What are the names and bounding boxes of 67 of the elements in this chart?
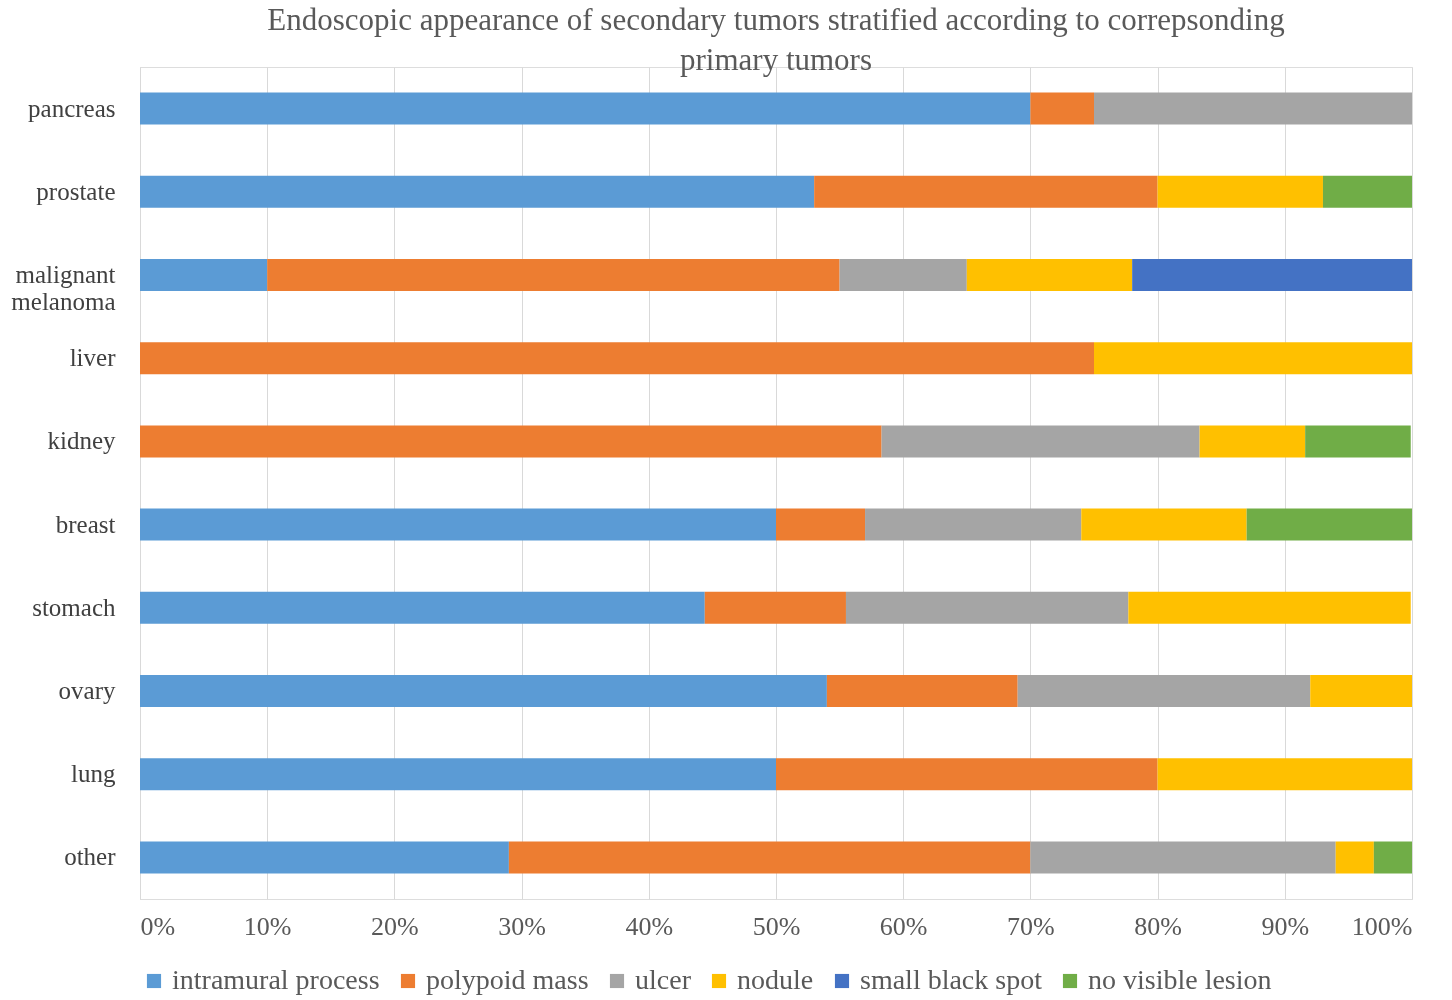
bar (140, 758, 776, 791)
bar (1157, 175, 1323, 208)
x-tick-label: 20% (371, 911, 419, 941)
bar (1094, 92, 1412, 125)
bar (140, 841, 509, 874)
legend-label: intramural process (172, 964, 380, 995)
bar (704, 591, 846, 624)
bar (845, 591, 1129, 624)
bar (814, 175, 1158, 208)
x-tick-label: 90% (1261, 911, 1310, 941)
bar (776, 508, 866, 541)
x-tick-label: 10% (243, 911, 292, 941)
y-tick-label: breast (55, 510, 116, 538)
bar (839, 259, 967, 291)
bar (1373, 841, 1412, 874)
y-tick-label: lung (71, 760, 116, 788)
bar (1305, 425, 1411, 458)
bar (826, 675, 1018, 707)
bar (140, 675, 827, 707)
bar (1335, 841, 1374, 874)
y-tick-label: liver (69, 344, 117, 372)
legend-label: ulcer (635, 964, 692, 995)
x-tick-label: 80% (1134, 911, 1182, 941)
bar (1310, 675, 1412, 707)
bar (140, 175, 815, 208)
y-tick-label: prostate (36, 177, 116, 205)
y-tick-label: other (64, 843, 117, 871)
bar (1094, 342, 1412, 375)
bar (1322, 175, 1412, 208)
bar (140, 259, 268, 291)
bar (1246, 508, 1412, 541)
x-tick-label: 70% (1007, 911, 1055, 941)
x-tick-label: 30% (498, 911, 546, 941)
bar (865, 508, 1082, 541)
bar (267, 259, 840, 291)
chart-title: Endoscopic appearance of secondary tumors stratified according to correpsonding primary tumors (267, 2, 1285, 77)
bar (140, 92, 1031, 125)
legend-label: no visible lesion (1088, 964, 1272, 995)
x-tick-label: 40% (625, 911, 674, 941)
bar (140, 425, 882, 458)
y-tick-label: ovary (58, 677, 116, 704)
bar (140, 591, 705, 624)
bar (1030, 841, 1336, 874)
bar (776, 758, 1158, 791)
bar (1030, 92, 1094, 125)
bar (1157, 758, 1412, 791)
y-tick-label: malignant melanoma (11, 261, 116, 315)
x-tick-label: 0% (140, 911, 176, 941)
bar (881, 425, 1200, 458)
bar (140, 508, 776, 541)
legend-label: polypoid mass (426, 964, 589, 995)
x-tick-label: 100% (1351, 911, 1413, 941)
bar (140, 342, 1094, 375)
bar (1081, 508, 1247, 541)
legend-label: small black spot (860, 964, 1043, 995)
y-tick-label: pancreas (28, 94, 116, 122)
x-tick-label: 60% (879, 911, 928, 941)
x-tick-label: 50% (752, 911, 801, 941)
bar (508, 841, 1031, 874)
bar (1199, 425, 1306, 458)
bar (1128, 591, 1411, 624)
legend-label: nodule (737, 964, 814, 995)
y-tick-label: stomach (32, 593, 116, 621)
bar (966, 259, 1133, 291)
y-tick-label: kidney (47, 427, 116, 455)
bar (1132, 259, 1412, 291)
bar (1017, 675, 1311, 707)
